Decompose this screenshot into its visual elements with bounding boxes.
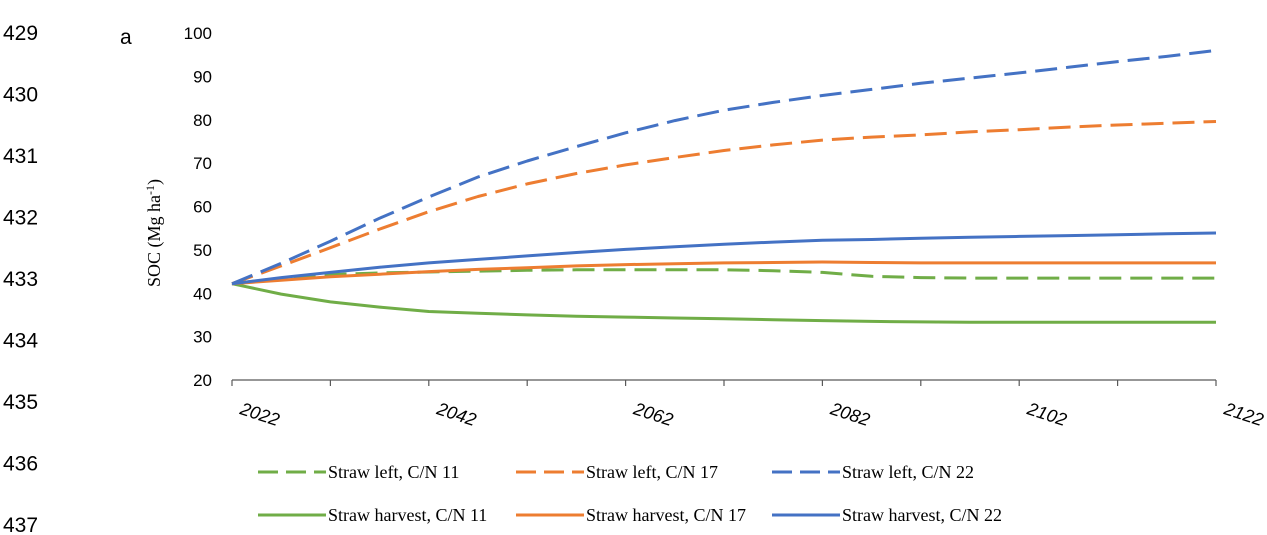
y-axis-label-tail: ) [144,179,165,185]
legend-entry: Straw harvest, C/N 11 [328,505,487,525]
line-number: 431 [3,145,38,168]
y-tick-label: 90 [193,67,212,86]
legend-entry: Straw left, C/N 17 [586,462,718,482]
y-tick-label: 30 [193,328,212,347]
x-axis: 2022 2042 2062 2082 2102 2122 [231,379,1266,430]
line-number: 436 [3,453,38,476]
y-axis-label-main: SOC (Mg ha [144,195,165,287]
y-tick-label: 20 [193,371,212,390]
y-tick-label: 100 [184,24,212,43]
x-tick-label: 2062 [630,398,675,430]
x-tick-label: 2042 [434,398,479,430]
legend-entry: Straw harvest, C/N 17 [586,505,746,525]
line-number: 429 [3,22,38,45]
y-tick-label: 80 [193,111,212,130]
x-tick-label: 2022 [237,398,282,430]
line-number: 432 [3,207,38,230]
y-tick-label: 60 [193,198,212,217]
series-line [231,120,1217,286]
series-line [231,282,1216,324]
series-line [231,268,1216,286]
x-tick-label: 2082 [827,398,872,430]
y-tick-label: 50 [193,241,212,260]
panel-label: a [120,26,132,49]
legend-entry: Straw left, C/N 22 [842,462,974,482]
series-line [231,48,1217,286]
line-number: 437 [3,514,38,535]
series-lines [231,48,1217,324]
manuscript-line-numbers: 429 430 431 432 433 434 435 436 437 [3,22,38,535]
legend: Straw left, C/N 11 Straw left, C/N 17 Stra… [258,462,1002,525]
line-number: 434 [3,330,38,353]
series-line [231,260,1216,286]
line-number: 435 [3,391,38,414]
legend-entry: Straw left, C/N 11 [328,462,459,482]
line-number: 430 [3,84,38,107]
y-tick-label: 70 [193,154,212,173]
series-line [231,231,1217,286]
y-axis-label: SOC (Mg ha-1) [143,179,165,287]
y-axis-ticks: 20 30 40 50 60 70 80 90 100 [184,24,212,390]
x-tick-label: 2122 [1221,398,1266,430]
y-axis-label-superscript: -1 [143,185,157,195]
y-tick-label: 40 [193,284,212,303]
line-number: 433 [3,268,38,291]
x-tick-label: 2102 [1024,398,1069,430]
legend-entry: Straw harvest, C/N 22 [842,505,1002,525]
